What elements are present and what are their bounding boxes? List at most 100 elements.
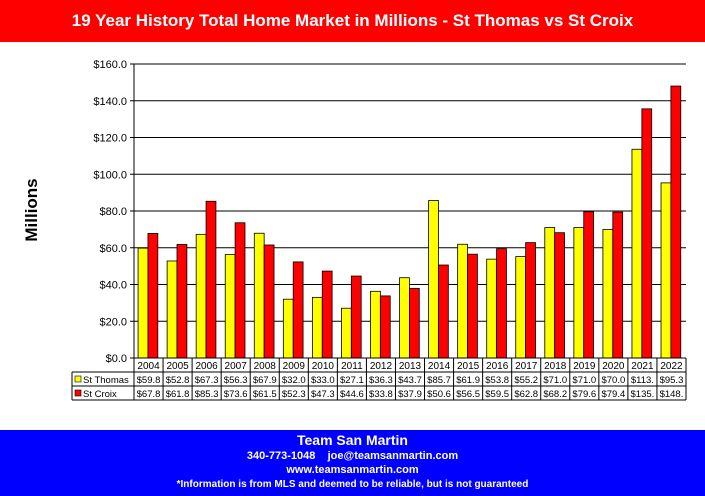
bar-st-thomas [573, 227, 585, 359]
footer-team-name: Team San Martin [297, 432, 408, 448]
x-tick-label: 2019 [573, 361, 596, 372]
bar-st-thomas [253, 232, 265, 359]
x-tick-label: 2020 [602, 361, 625, 372]
y-tick-label: $0.0 [106, 353, 127, 365]
x-tick-label: 2005 [166, 361, 189, 372]
y-tick-label: $100.0 [93, 169, 127, 181]
bar-st-thomas [282, 298, 294, 359]
bar-st-croix [292, 261, 304, 359]
data-label: $67.9 [253, 375, 277, 386]
x-tick-label: 2012 [370, 361, 393, 372]
bar-st-croix [525, 242, 536, 359]
legend-swatch-st-thomas [74, 375, 82, 383]
data-label: $52.3 [282, 389, 306, 400]
bar-st-croix [583, 211, 595, 359]
data-label: $85.7 [427, 375, 451, 386]
x-tick-label: 2013 [399, 361, 422, 372]
y-tick-label: $40.0 [99, 280, 127, 292]
data-label: $37.9 [398, 389, 422, 400]
bar-st-thomas [544, 227, 556, 359]
x-tick-label: 2008 [254, 361, 277, 372]
data-label: $44.6 [340, 389, 364, 400]
bar-st-thomas [602, 228, 614, 359]
x-tick-label: 2015 [457, 361, 480, 372]
bar-st-croix [467, 253, 478, 359]
data-label: $61.8 [166, 389, 190, 400]
bar-st-croix [612, 211, 624, 359]
data-label: $33.0 [311, 375, 335, 386]
bar-st-thomas [195, 233, 207, 359]
x-tick-label: 2007 [225, 361, 248, 372]
data-label: $113. [631, 375, 654, 386]
bar-chart: $0.0 $20.0 $40.0 $60.0 $80.0 $100.0 $120.0 $140… [71, 59, 687, 401]
bar-st-thomas [660, 182, 672, 359]
bar-st-thomas [370, 290, 381, 359]
x-tick-label: 2022 [660, 361, 683, 372]
data-label: $79.4 [601, 389, 625, 400]
data-label: $79.6 [572, 389, 596, 400]
data-label: $70.0 [601, 375, 625, 386]
y-tick-label: $80.0 [99, 206, 127, 218]
bar-st-thomas [399, 277, 410, 359]
bar-st-croix [234, 222, 246, 359]
bar-st-croix [176, 244, 188, 359]
y-tick-label: $20.0 [99, 316, 127, 328]
bar-st-thomas [631, 148, 643, 359]
x-tick-label: 2006 [196, 361, 219, 372]
bar-st-croix [263, 244, 275, 359]
data-label: $148. [660, 389, 684, 400]
data-label: $56.5 [456, 389, 480, 400]
legend-label-st-thomas: St Thomas [83, 375, 129, 386]
data-label: $56.3 [224, 375, 248, 386]
y-tick-label: $60.0 [99, 243, 127, 255]
bar-st-thomas [457, 243, 468, 359]
chart-title: 19 Year History Total Home Market in Mil… [71, 11, 634, 30]
data-label: $47.3 [311, 389, 335, 400]
data-label: $55.2 [514, 375, 538, 386]
bar-st-thomas [137, 247, 149, 359]
y-tick-label: $160.0 [93, 59, 127, 71]
data-label: $59.5 [485, 389, 509, 400]
x-tick-label: 2010 [312, 361, 335, 372]
data-label: $61.9 [456, 375, 480, 386]
data-label: $68.2 [543, 389, 567, 400]
bar-st-croix [350, 275, 362, 359]
title-bar: 19 Year History Total Home Market in Mil… [0, 0, 705, 42]
data-label: $67.3 [195, 375, 219, 386]
x-tick-label: 2021 [631, 361, 654, 372]
data-label: $33.8 [369, 389, 393, 400]
bar-st-croix [554, 232, 565, 359]
footer-disclaimer: *Information is from MLS and deemed to b… [176, 479, 529, 490]
data-label: $53.8 [485, 375, 509, 386]
bar-st-croix [438, 264, 449, 359]
data-label: $71.0 [572, 375, 596, 386]
footer-contact: 340-773-1048 joe@teamsanmartin.com [246, 450, 459, 462]
bar-st-thomas [224, 254, 236, 359]
bar-st-thomas [515, 256, 527, 359]
x-tick-label: 2009 [283, 361, 306, 372]
x-tick-label: 2018 [544, 361, 567, 372]
legend-label-st-croix: St Croix [83, 389, 117, 400]
footer-website[interactable]: www.teamsanmartin.com [286, 464, 419, 476]
bar-st-thomas [311, 296, 323, 359]
bar-st-thomas [486, 258, 497, 359]
bar-st-thomas [428, 200, 439, 359]
data-label: $62.8 [514, 389, 538, 400]
legend-swatch-st-croix [74, 389, 82, 397]
bar-st-croix [670, 85, 682, 359]
data-label: $32.0 [282, 375, 306, 386]
data-label: $85.3 [195, 389, 219, 400]
data-label: $50.6 [427, 389, 451, 400]
x-tick-label: 2017 [515, 361, 538, 372]
data-label: $43.7 [398, 375, 422, 386]
bar-st-croix [379, 295, 391, 359]
data-label: $27.1 [340, 375, 364, 386]
bar-st-croix [205, 200, 217, 359]
data-label: $59.8 [137, 375, 161, 386]
bar-st-croix [641, 108, 653, 359]
x-tick-label: 2016 [486, 361, 509, 372]
data-label: $52.8 [166, 375, 190, 386]
footer: Team San Martin 340-773-1048 joe@teamsan… [0, 430, 705, 496]
data-label: $36.3 [369, 375, 393, 386]
bar-st-croix [409, 287, 420, 359]
